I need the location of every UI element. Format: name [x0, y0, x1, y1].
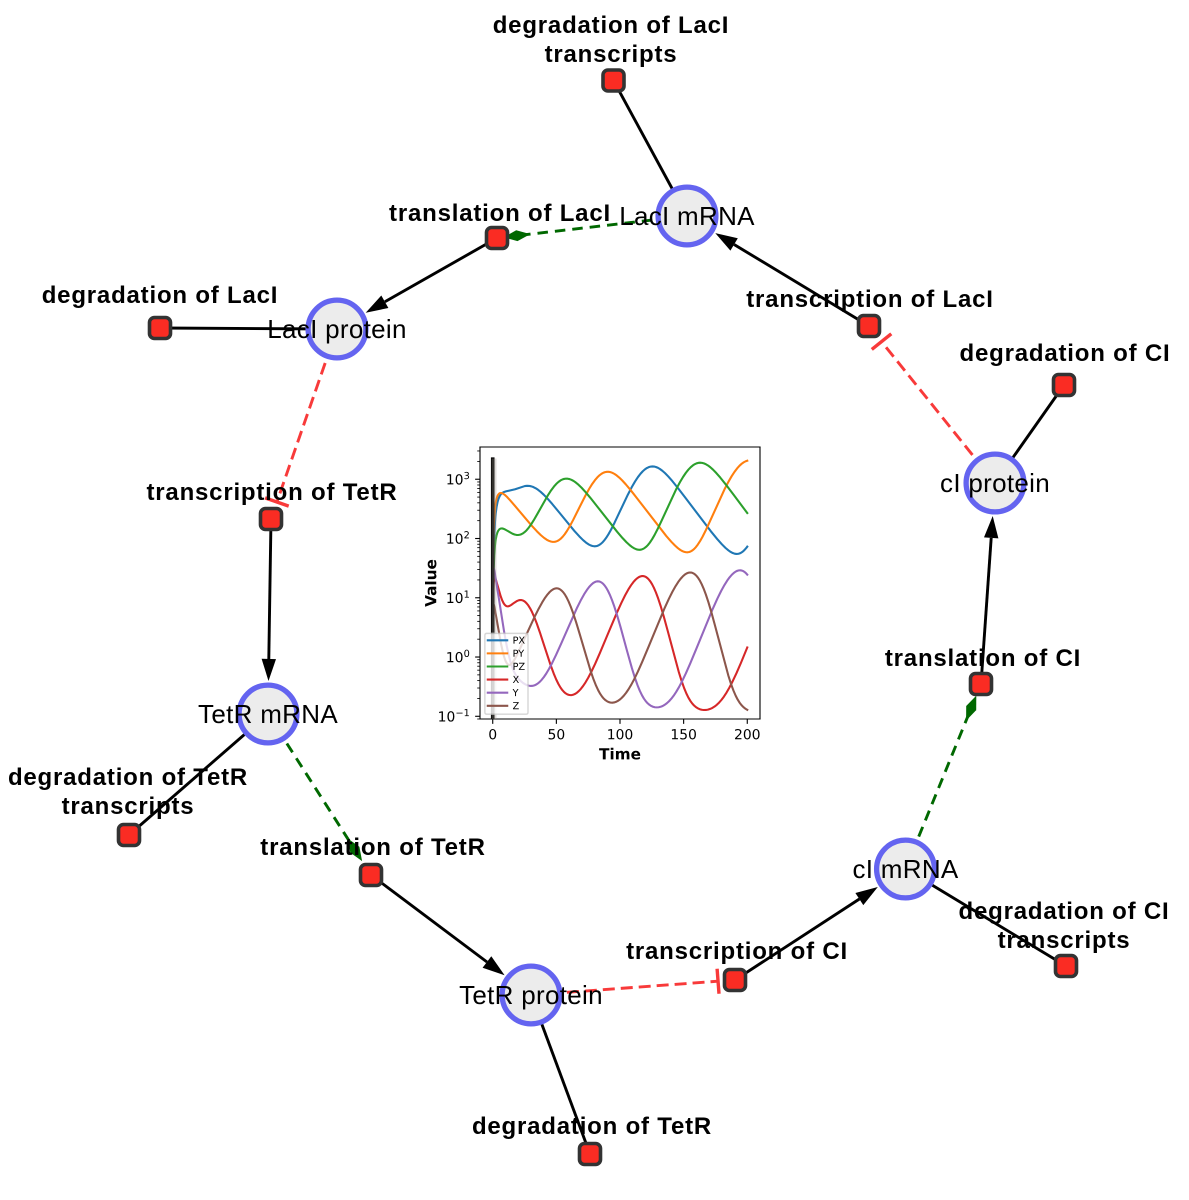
svg-text:transcripts: transcripts	[62, 793, 195, 820]
svg-text:LacI mRNA: LacI mRNA	[619, 201, 755, 231]
svg-text:degradation of TetR: degradation of TetR	[8, 764, 248, 791]
svg-text:TetR mRNA: TetR mRNA	[198, 699, 338, 729]
svg-text:translation of LacI: translation of LacI	[389, 200, 611, 227]
svg-text:cI protein: cI protein	[940, 468, 1050, 498]
svg-text:transcription of TetR: transcription of TetR	[146, 479, 397, 506]
svg-text:transcription of LacI: transcription of LacI	[746, 286, 994, 313]
svg-text:transcription of CI: transcription of CI	[626, 938, 848, 965]
svg-text:degradation of CI: degradation of CI	[959, 898, 1170, 925]
svg-text:degradation of LacI: degradation of LacI	[42, 282, 279, 309]
svg-text:translation of CI: translation of CI	[885, 645, 1081, 672]
svg-text:degradation of CI: degradation of CI	[960, 340, 1171, 367]
svg-text:LacI protein: LacI protein	[267, 314, 406, 344]
svg-text:transcripts: transcripts	[545, 41, 678, 68]
svg-text:transcripts: transcripts	[998, 927, 1131, 954]
svg-text:translation of TetR: translation of TetR	[260, 834, 485, 861]
svg-text:degradation of LacI: degradation of LacI	[493, 12, 730, 39]
svg-text:cI mRNA: cI mRNA	[852, 854, 958, 884]
svg-text:TetR protein: TetR protein	[459, 980, 603, 1010]
svg-text:degradation of TetR: degradation of TetR	[472, 1113, 712, 1140]
